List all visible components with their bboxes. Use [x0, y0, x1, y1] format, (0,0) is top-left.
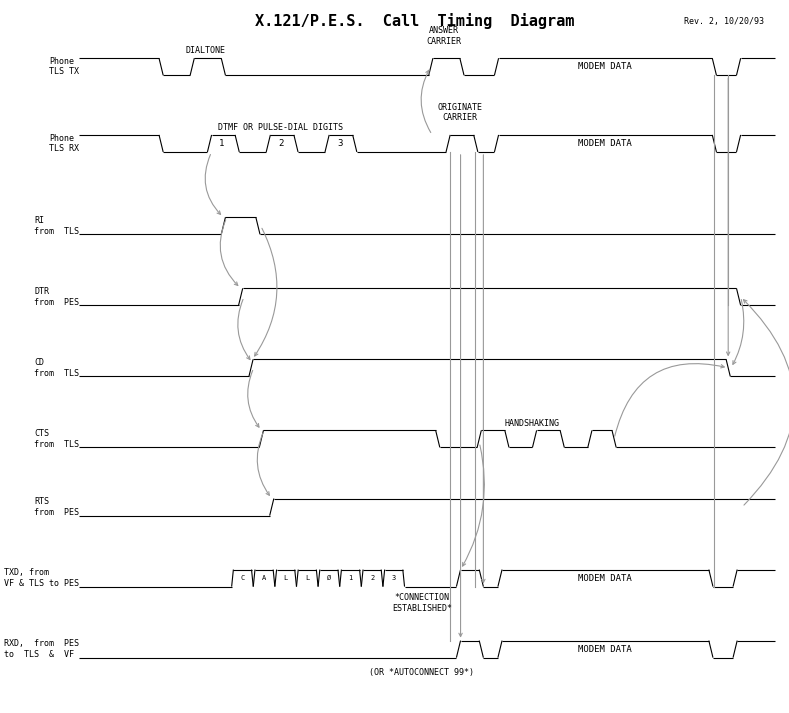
Text: RXD,  from  PES
to  TLS  &  VF: RXD, from PES to TLS & VF: [5, 640, 80, 659]
Text: TXD, from
VF & TLS to PES: TXD, from VF & TLS to PES: [5, 568, 80, 588]
Text: DTMF OR PULSE-DIAL DIGITS: DTMF OR PULSE-DIAL DIGITS: [218, 123, 342, 132]
Text: Rev. 2, 10/20/93: Rev. 2, 10/20/93: [684, 17, 765, 26]
Text: 3: 3: [338, 139, 343, 148]
Text: MODEM DATA: MODEM DATA: [578, 573, 632, 583]
Text: 3: 3: [391, 575, 396, 581]
Text: L: L: [283, 575, 288, 581]
Text: CD
from  TLS: CD from TLS: [35, 358, 80, 378]
Text: DIALTONE: DIALTONE: [185, 46, 226, 56]
Text: MODEM DATA: MODEM DATA: [578, 139, 632, 148]
Text: X.121/P.E.S.  Call  Timing  Diagram: X.121/P.E.S. Call Timing Diagram: [255, 14, 574, 29]
Text: ORIGINATE
CARRIER: ORIGINATE CARRIER: [437, 103, 482, 123]
Text: L: L: [305, 575, 309, 581]
Text: RTS
from  PES: RTS from PES: [35, 498, 80, 517]
Text: A: A: [262, 575, 266, 581]
Text: Phone
TLS RX: Phone TLS RX: [50, 134, 80, 153]
Text: 1: 1: [349, 575, 353, 581]
Text: DTR
from  PES: DTR from PES: [35, 287, 80, 307]
Text: 1: 1: [219, 139, 225, 148]
Text: Ø: Ø: [327, 575, 331, 581]
Text: MODEM DATA: MODEM DATA: [578, 645, 632, 654]
Text: 2: 2: [278, 139, 283, 148]
Text: RI
from  TLS: RI from TLS: [35, 216, 80, 235]
Text: Phone
TLS TX: Phone TLS TX: [50, 57, 80, 76]
Text: 2: 2: [370, 575, 374, 581]
Text: *CONNECTION
ESTABLISHED*: *CONNECTION ESTABLISHED*: [392, 593, 452, 613]
Text: (OR *AUTOCONNECT 99*): (OR *AUTOCONNECT 99*): [369, 668, 474, 677]
Text: CTS
from  TLS: CTS from TLS: [35, 429, 80, 448]
Text: C: C: [241, 575, 245, 581]
Text: ANSWER
CARRIER: ANSWER CARRIER: [427, 26, 462, 46]
Text: MODEM DATA: MODEM DATA: [578, 62, 632, 71]
Text: HANDSHAKING: HANDSHAKING: [505, 419, 560, 428]
